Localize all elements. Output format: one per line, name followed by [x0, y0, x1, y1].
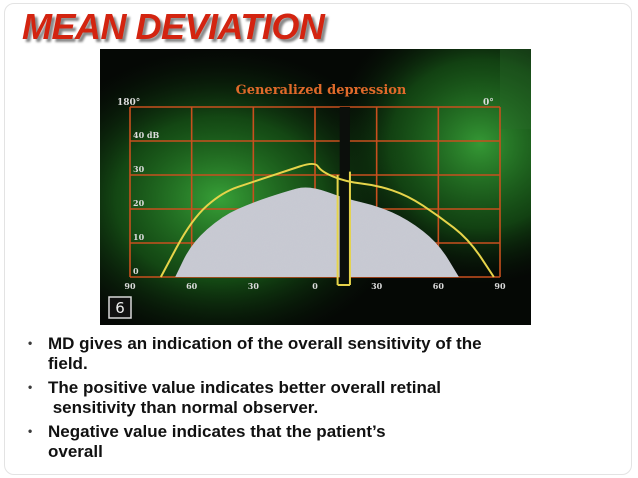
- bullet-line-2: sensitivity than normal observer.: [48, 398, 319, 417]
- bullet-line-1: The positive value indicates better over…: [48, 378, 442, 397]
- y-tick-label: 20: [133, 198, 145, 208]
- bullet-item: • The positive value indicates better ov…: [26, 378, 616, 418]
- slide-frame: [4, 3, 632, 475]
- visual-field-hill: [175, 187, 459, 277]
- blind-spot-outline: [336, 171, 351, 286]
- bullet-item: • Negative value indicates that the pati…: [26, 422, 616, 462]
- visual-field-chart: 0 10 20 30 40 dB 90 60 30 0 30 60 90 Generalized de…: [100, 49, 531, 325]
- blind-spot-gap: [339, 107, 350, 281]
- x-tick-label: 60: [186, 281, 198, 291]
- slide-title: MEAN DEVIATION: [22, 6, 325, 47]
- x-tick-label: 30: [371, 281, 383, 291]
- bullet-icon: •: [28, 336, 33, 350]
- visual-field-figure: 0 10 20 30 40 dB 90 60 30 0 30 60 90 Generalized de…: [100, 49, 531, 325]
- top-right-label: 0°: [483, 98, 494, 108]
- bullet-icon: •: [28, 380, 33, 394]
- y-tick-label: 10: [133, 232, 145, 242]
- bullet-line-1: MD gives an indication of the overall se…: [48, 334, 482, 353]
- y-tick-label: 0: [133, 266, 139, 276]
- chart-title: Generalized depression: [236, 83, 407, 98]
- x-tick-label: 90: [494, 281, 506, 291]
- panel-number-box: [108, 296, 132, 319]
- x-tick-label: 30: [248, 281, 260, 291]
- x-tick-label: 0: [312, 281, 318, 291]
- bullet-icon: •: [28, 424, 33, 438]
- normal-hill-curve: [159, 162, 495, 278]
- x-tick-label: 60: [433, 281, 445, 291]
- bullet-line-2: field.: [48, 354, 88, 373]
- bullet-list: • MD gives an indication of the overall …: [26, 334, 616, 466]
- y-tick-label: 30: [133, 164, 145, 174]
- y-tick-label: 40 dB: [133, 130, 160, 140]
- bullet-line-2: overall: [48, 442, 103, 461]
- bullet-item: • MD gives an indication of the overall …: [26, 334, 616, 374]
- panel-number: 6: [115, 299, 125, 317]
- bullet-line-1: Negative value indicates that the patien…: [48, 422, 386, 441]
- x-tick-label: 90: [124, 281, 136, 291]
- top-left-label: 180°: [117, 98, 140, 108]
